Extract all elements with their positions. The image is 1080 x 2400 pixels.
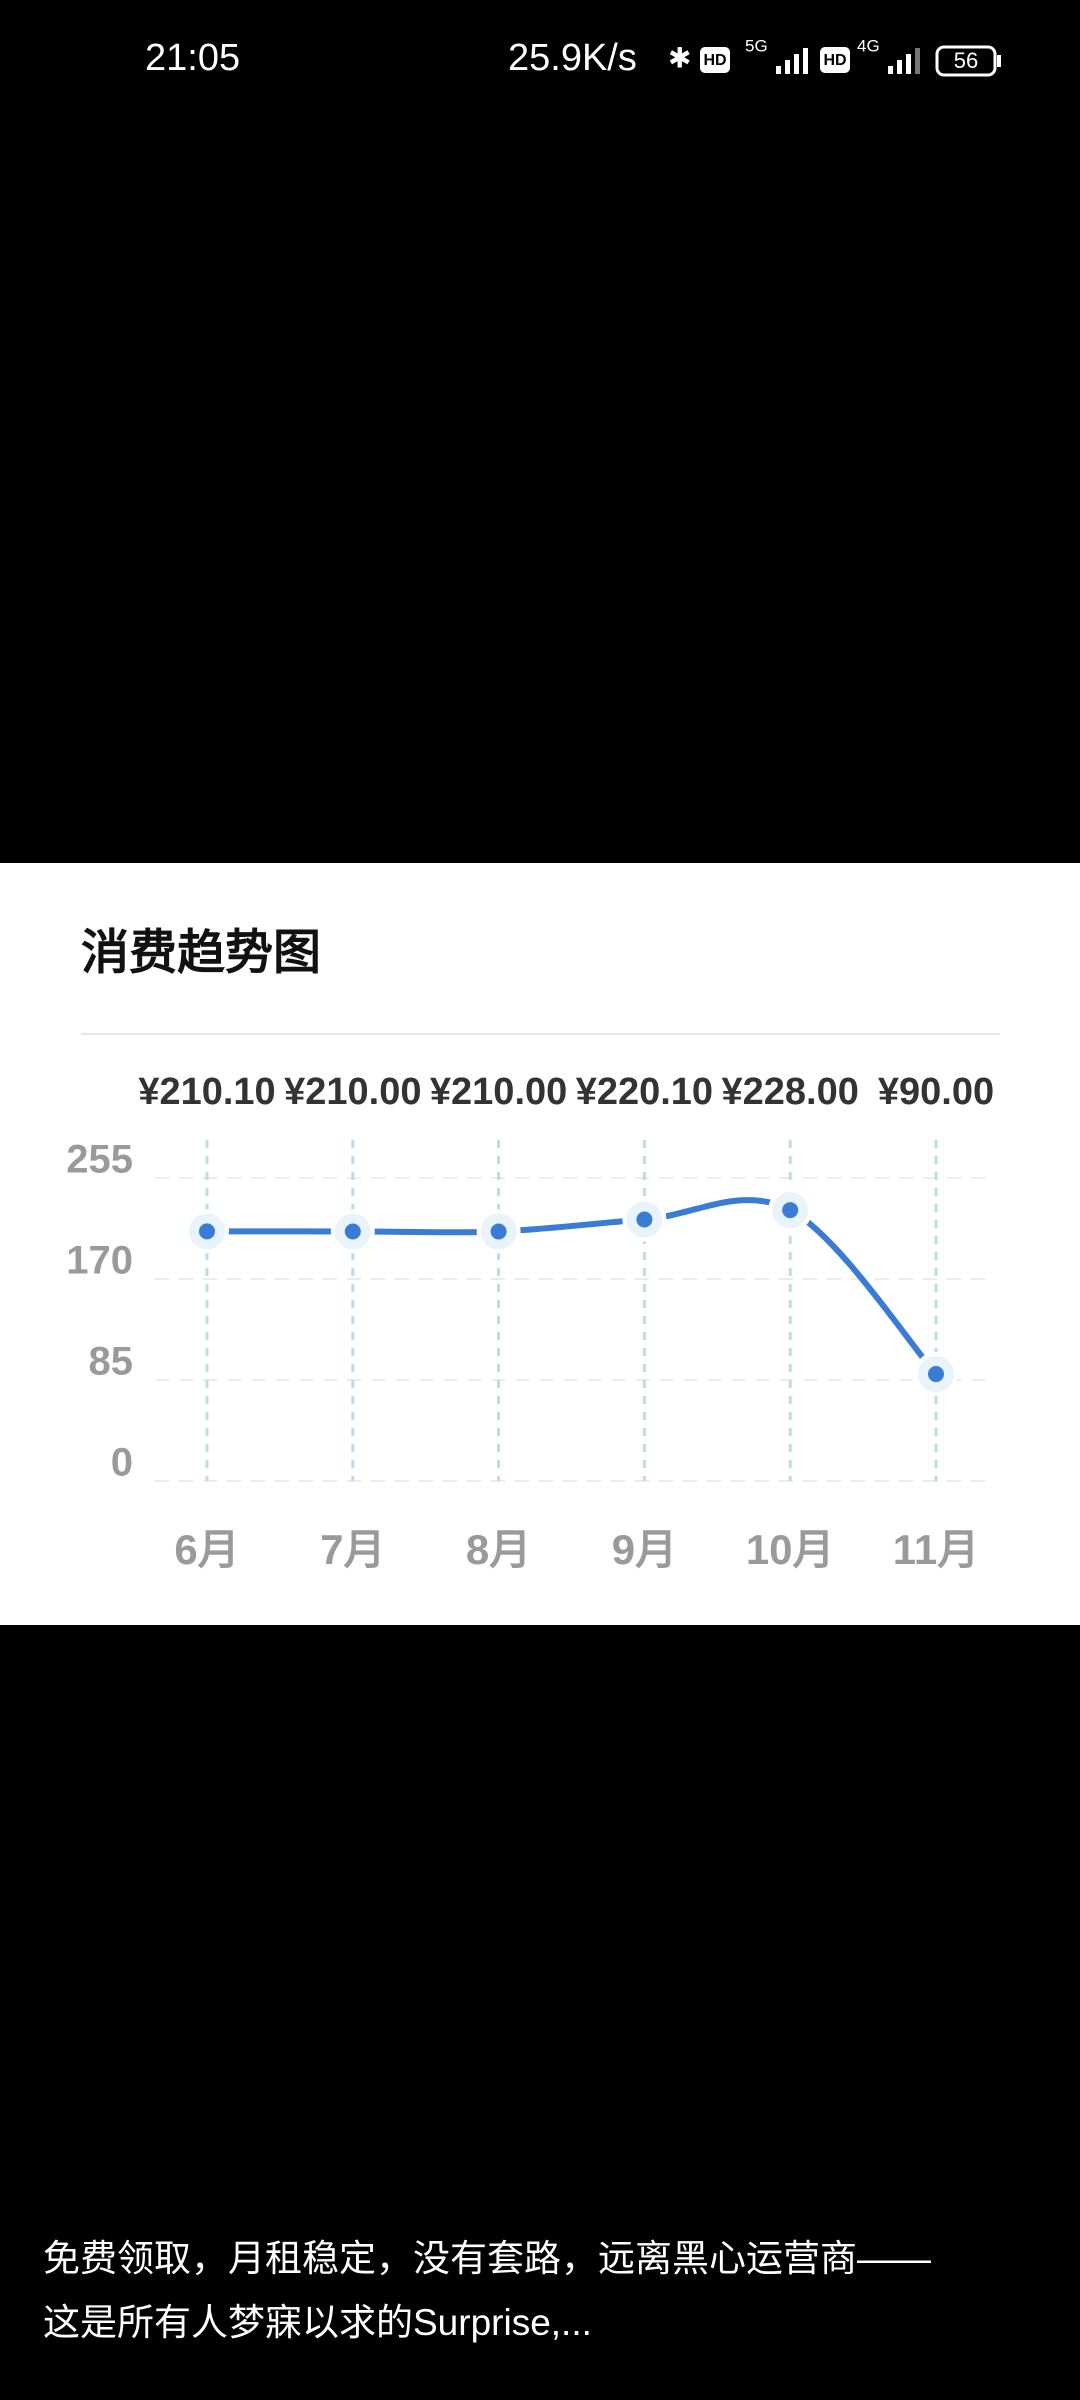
y-tick-label: 85 bbox=[89, 1340, 134, 1384]
x-tick-label: 6月 bbox=[174, 1526, 239, 1573]
data-point bbox=[928, 1366, 944, 1383]
hd-badge bbox=[820, 47, 850, 73]
data-point bbox=[490, 1223, 507, 1240]
data-point bbox=[344, 1223, 361, 1240]
caption-line: 免费领取，月租稳定，没有套路，远离黑心运营商—— bbox=[43, 2238, 931, 2279]
bluetooth-icon: ✱ bbox=[668, 42, 691, 73]
signal-icon bbox=[776, 48, 808, 74]
chart-card bbox=[0, 863, 1080, 1625]
y-tick-label: 0 bbox=[111, 1441, 133, 1485]
chart-title: 消费趋势图 bbox=[81, 927, 321, 980]
data-point bbox=[199, 1223, 215, 1240]
caption-line: 这是所有人梦寐以求的Surprise,... bbox=[43, 2302, 592, 2343]
data-point bbox=[636, 1211, 653, 1228]
battery-level: 56 bbox=[954, 48, 978, 73]
value-label: ¥228.00 bbox=[722, 1071, 859, 1113]
plot: 0 85 170 255 6月 ¥210.10 7月 ¥210.00 8月 ¥210.00 9月 ¥2… bbox=[66, 1071, 994, 1573]
x-tick-label: 9月 bbox=[612, 1526, 677, 1573]
value-label: ¥220.10 bbox=[576, 1071, 713, 1113]
status-speed: 25.9K/s bbox=[508, 37, 637, 79]
x-tick-label: 7月 bbox=[320, 1526, 385, 1573]
value-label: ¥90.00 bbox=[878, 1071, 994, 1113]
network-label: 4G bbox=[857, 36, 880, 55]
data-point bbox=[782, 1202, 799, 1219]
value-label: ¥210.00 bbox=[430, 1071, 567, 1113]
x-tick-label: 8月 bbox=[466, 1526, 531, 1573]
hd-label: HD bbox=[823, 52, 846, 69]
y-tick-label: 170 bbox=[66, 1239, 133, 1283]
x-tick-label: 10月 bbox=[746, 1526, 835, 1573]
y-tick-label: 255 bbox=[66, 1138, 133, 1182]
value-label: ¥210.10 bbox=[138, 1071, 275, 1113]
battery-tip bbox=[997, 55, 1001, 67]
hd-label: HD bbox=[703, 52, 726, 69]
hd-badge bbox=[700, 47, 730, 73]
x-tick-label: 11月 bbox=[893, 1526, 979, 1573]
status-time: 21:05 bbox=[145, 37, 240, 79]
signal-icon bbox=[888, 48, 920, 74]
battery-icon bbox=[935, 45, 997, 77]
network-label: 5G bbox=[745, 36, 768, 55]
value-label: ¥210.00 bbox=[284, 1071, 421, 1113]
